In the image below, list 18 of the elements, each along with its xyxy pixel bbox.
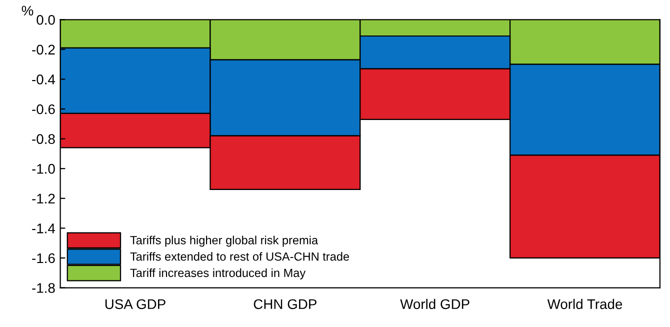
y-tick-label: 0.0: [36, 14, 55, 25]
y-tick-label: -1.8: [32, 283, 55, 293]
y-tick-label: -0.8: [32, 134, 55, 144]
legend-label: Tariff increases introduced in May: [130, 268, 306, 280]
y-tick-label: -1.4: [32, 224, 56, 234]
y-tick-label: -1.0: [32, 164, 55, 174]
legend-label: Tariffs extended to rest of USA-CHN trade: [130, 252, 350, 261]
legend-label: Tariffs plus higher global risk premia: [130, 236, 318, 247]
x-tick-label: World Trade: [547, 298, 622, 310]
y-tick-label: -0.6: [32, 104, 55, 114]
y-tick-label: -1.2: [32, 194, 55, 204]
x-tick-label: World GDP: [400, 298, 470, 310]
y-tick-label: -0.2: [32, 44, 55, 55]
y-tick-label: -0.4: [32, 74, 56, 84]
x-tick-label: USA GDP: [105, 299, 166, 310]
x-tick-label: CHN GDP: [254, 299, 316, 310]
y-tick-label: -1.6: [32, 253, 55, 264]
y-axis-title: %: [22, 6, 34, 16]
